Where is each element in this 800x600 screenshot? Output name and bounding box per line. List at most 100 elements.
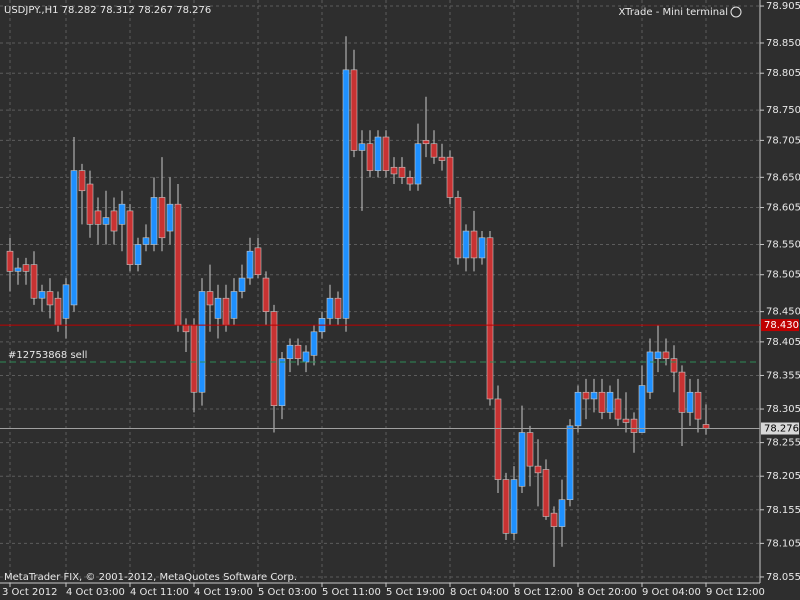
y-tick-label: 78.750 xyxy=(766,105,800,116)
footer: MetaTrader FIX, © 2001-2012, MetaQuotes … xyxy=(4,572,297,583)
bear-body xyxy=(382,136,390,171)
terminal-name: XTrade - Mini terminal xyxy=(619,7,729,18)
bear-body xyxy=(390,166,398,175)
bear-body xyxy=(182,324,190,333)
y-tick-label: 78.605 xyxy=(766,203,800,214)
bear-body xyxy=(158,197,166,239)
bull-body xyxy=(342,69,350,319)
bull-body xyxy=(238,277,246,292)
y-tick-label: 78.650 xyxy=(766,172,800,183)
bear-body xyxy=(678,371,686,413)
x-tick-label: 9 Oct 12:00 xyxy=(706,587,765,598)
bear-body xyxy=(622,418,630,423)
symbol-name: USDJPY.,H1 xyxy=(4,5,58,16)
last-high: 78.312 xyxy=(100,5,135,16)
bull-body xyxy=(518,432,526,487)
y-tick-label: 78.305 xyxy=(766,404,800,415)
bull-body xyxy=(70,170,78,306)
last-close: 78.276 xyxy=(176,5,211,16)
bull-body xyxy=(102,217,110,225)
x-tick-label: 4 Oct 19:00 xyxy=(194,587,253,598)
bear-body xyxy=(78,170,86,192)
bull-body xyxy=(646,351,654,393)
last-open: 78.282 xyxy=(62,5,97,16)
bull-body xyxy=(310,331,318,356)
bull-body xyxy=(118,203,126,225)
bear-body xyxy=(526,432,534,467)
bear-body xyxy=(366,143,374,171)
x-tick-label: 4 Oct 11:00 xyxy=(130,587,189,598)
bid-label-box xyxy=(761,422,799,435)
bull-body xyxy=(14,267,22,272)
x-tick-label: 4 Oct 03:00 xyxy=(66,587,125,598)
grid xyxy=(0,0,760,583)
bear-body xyxy=(454,197,462,259)
bear-body xyxy=(494,398,502,480)
bid-label: 78.276 xyxy=(764,424,799,435)
bull-body xyxy=(142,237,150,245)
bear-body xyxy=(430,143,438,158)
symbol: USDJPY.,H1 78.282 78.312 78.267 78.276 xyxy=(4,5,211,16)
y-tick-label: 78.805 xyxy=(766,68,800,79)
bull-body xyxy=(150,197,158,245)
bull-body xyxy=(278,358,286,406)
bear-body xyxy=(446,156,454,198)
level-label: 78.430 xyxy=(764,320,799,331)
bear-body xyxy=(54,297,62,326)
x-tick-label: 8 Oct 12:00 xyxy=(514,587,573,598)
bear-body xyxy=(86,183,94,225)
y-tick-label: 78.055 xyxy=(766,572,800,583)
bear-body xyxy=(550,512,558,527)
bear-body xyxy=(702,424,710,429)
bear-body xyxy=(598,391,606,413)
bull-body xyxy=(462,230,470,259)
bear-body xyxy=(334,297,342,319)
bear-body xyxy=(670,358,678,373)
bear-body xyxy=(694,391,702,420)
bull-body xyxy=(558,499,566,527)
y-tick-label: 78.155 xyxy=(766,505,800,516)
y-tick-label: 78.450 xyxy=(766,307,800,318)
order-label: #12753868 sell xyxy=(8,350,87,361)
bear-body xyxy=(110,210,118,232)
x-tick-label: 5 Oct 03:00 xyxy=(258,587,317,598)
bull-body xyxy=(198,291,206,393)
bear-body xyxy=(254,247,262,276)
bear-body xyxy=(614,398,622,420)
bear-body xyxy=(222,297,230,326)
bull-body xyxy=(654,351,662,359)
x-tick-label: 3 Oct 2012 xyxy=(2,587,57,598)
bull-body xyxy=(358,143,366,151)
bull-body xyxy=(166,203,174,232)
bull-body xyxy=(62,284,70,319)
y-tick-label: 78.705 xyxy=(766,135,800,146)
last-low: 78.267 xyxy=(138,5,173,16)
bear-body xyxy=(422,140,430,145)
bear-body xyxy=(270,311,278,406)
y-tick-label: 78.205 xyxy=(766,471,800,482)
y-tick-label: 78.550 xyxy=(766,239,800,250)
bull-body xyxy=(214,297,222,319)
bear-body xyxy=(126,210,134,265)
bull-body xyxy=(638,385,646,433)
bull-body xyxy=(38,291,46,299)
y-tick-label: 78.505 xyxy=(766,270,800,281)
bear-body xyxy=(190,324,198,393)
bull-body xyxy=(478,237,486,259)
bear-body xyxy=(262,277,270,312)
bull-body xyxy=(134,244,142,265)
bear-body xyxy=(6,250,14,272)
y-tick-label: 78.105 xyxy=(766,538,800,549)
bull-body xyxy=(686,391,694,413)
x-tick-label: 5 Oct 11:00 xyxy=(322,587,381,598)
y-tick-label: 78.405 xyxy=(766,337,800,348)
bull-body xyxy=(246,250,254,279)
bull-body xyxy=(286,344,294,359)
bull-body xyxy=(414,143,422,185)
level-label-box xyxy=(761,319,799,332)
bear-body xyxy=(470,230,478,259)
bull-body xyxy=(574,391,582,427)
bull-body xyxy=(606,391,614,413)
bear-body xyxy=(294,344,302,359)
bear-body xyxy=(630,418,638,433)
